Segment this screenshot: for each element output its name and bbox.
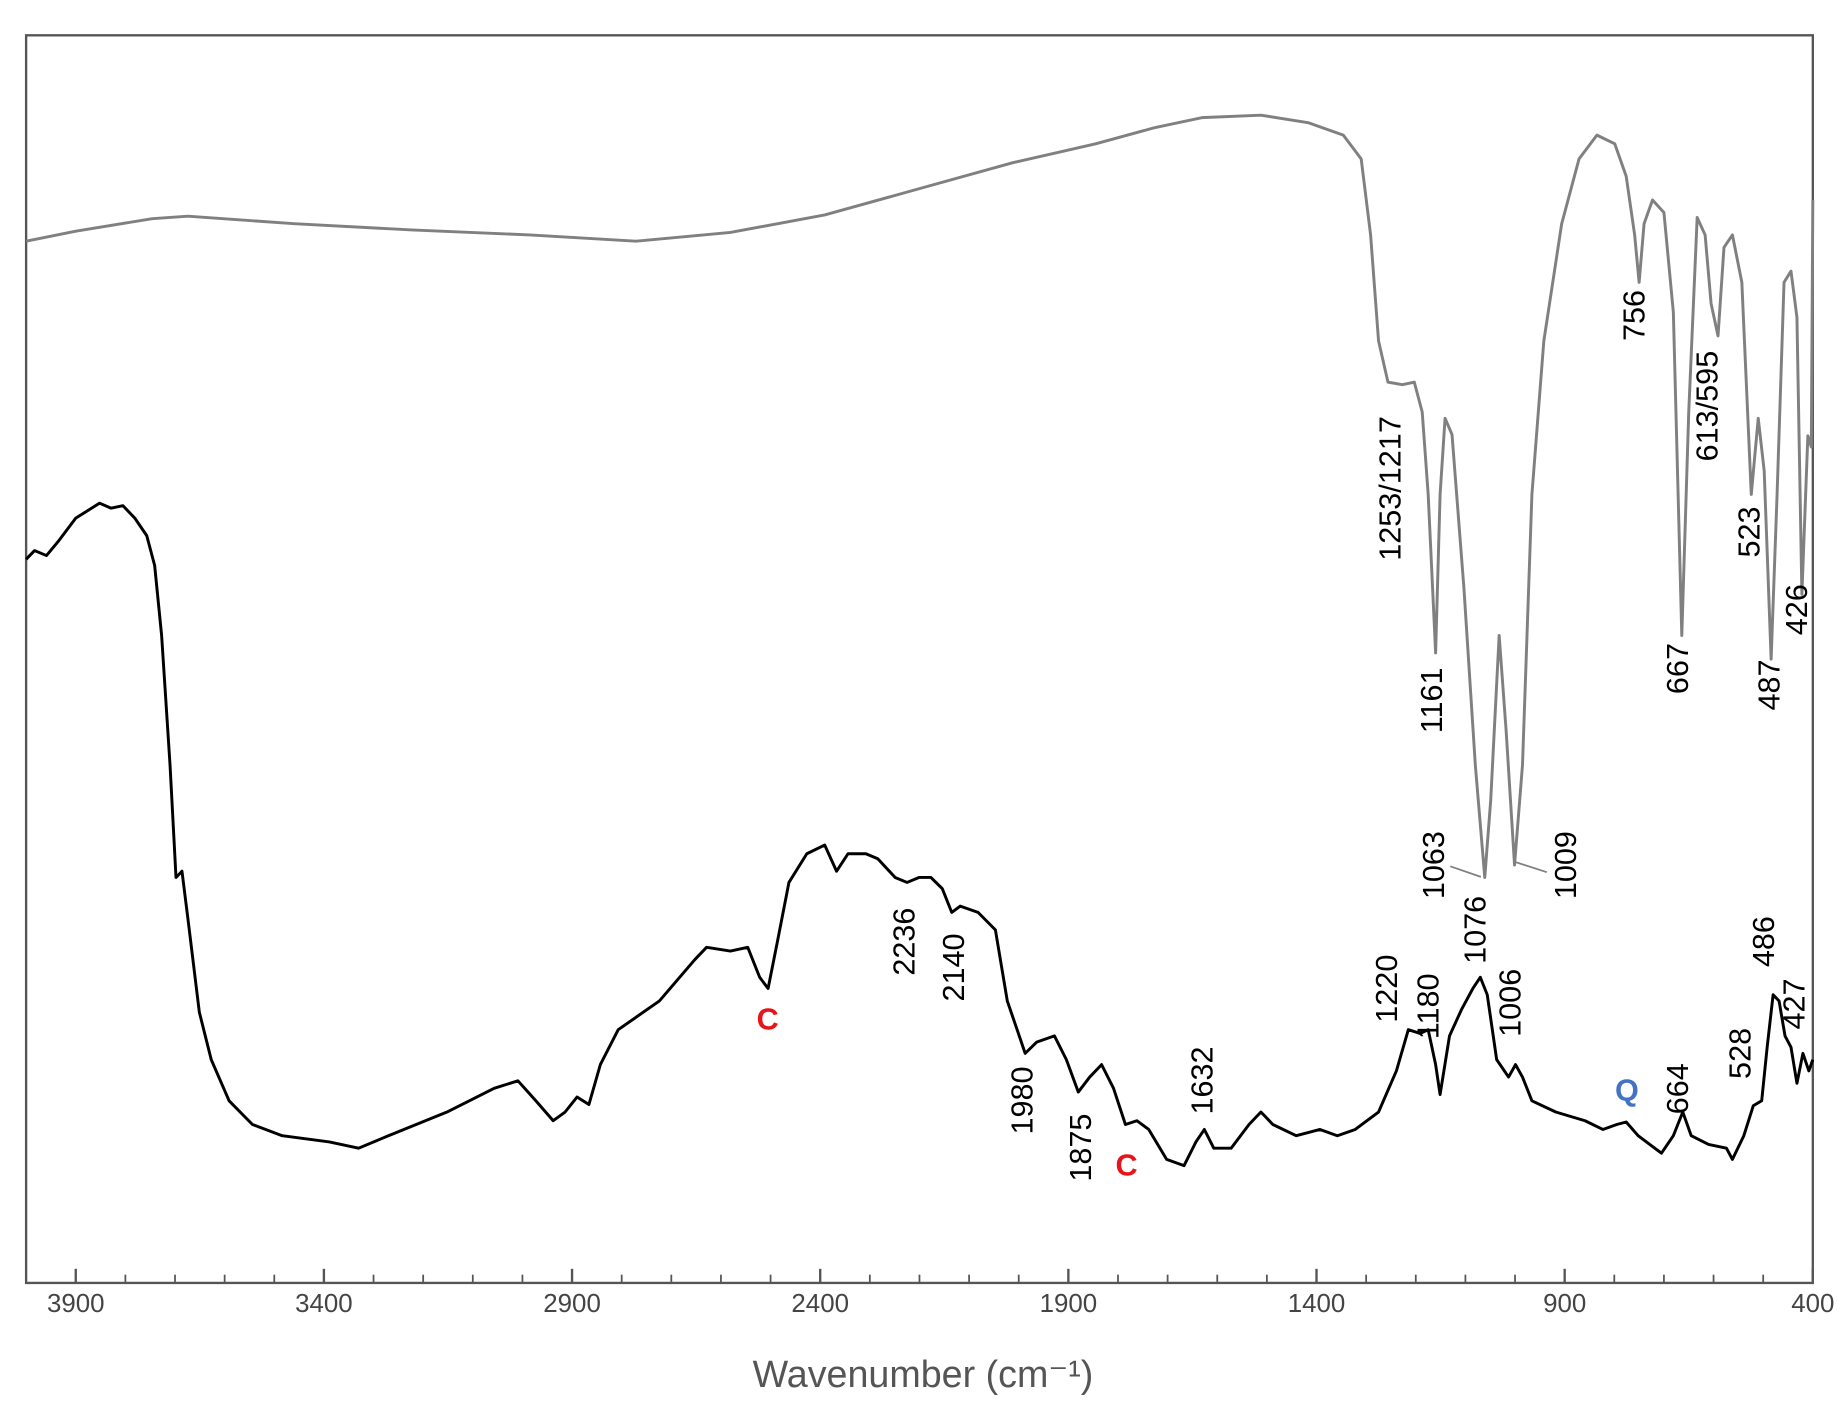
x-tick-label: 1900 [1040, 1290, 1098, 1318]
peak-label: 1006 [1494, 969, 1528, 1037]
peak-label: 1253/1217 [1374, 416, 1408, 561]
peak-label: 667 [1661, 643, 1695, 694]
leader-line [1513, 860, 1548, 874]
peak-label: 1980 [1005, 1066, 1039, 1134]
leader-line [1450, 865, 1482, 878]
peak-label: C [1116, 1149, 1138, 1183]
peak-label: 487 [1753, 659, 1787, 710]
peak-label: 1632 [1185, 1046, 1219, 1114]
x-tick-label: 3400 [295, 1290, 353, 1318]
peak-label: 1220 [1370, 955, 1404, 1023]
peak-label: 523 [1733, 506, 1767, 557]
peak-label: 1076 [1458, 896, 1492, 964]
peak-label: C [757, 1003, 779, 1037]
x-tick-label: 2900 [543, 1290, 601, 1318]
peak-label: Q [1615, 1073, 1639, 1107]
peak-label: 486 [1747, 916, 1781, 967]
x-tick-label: 900 [1543, 1290, 1586, 1318]
peak-label: 1161 [1415, 667, 1449, 733]
peak-label: 528 [1723, 1028, 1757, 1079]
peak-label: 1875 [1064, 1114, 1098, 1182]
peak-label: 613/595 [1690, 351, 1724, 462]
peak-label: 1063 [1417, 831, 1451, 899]
spectrum-line [25, 501, 1815, 1168]
x-tick-label: 3900 [47, 1290, 105, 1318]
peak-label: 756 [1617, 290, 1651, 341]
peak-label: 664 [1661, 1063, 1695, 1114]
x-axis-title: Wavenumber (cm⁻¹) [753, 1353, 1094, 1395]
peak-label: 426 [1780, 584, 1814, 635]
spectrum-line [25, 113, 1815, 879]
peak-label: 2236 [888, 908, 922, 976]
peak-label: 427 [1777, 978, 1811, 1029]
x-tick-label: 1400 [1288, 1290, 1346, 1318]
peak-label: 1180 [1411, 973, 1445, 1039]
peak-label: 1009 [1549, 831, 1583, 899]
x-tick-label: 400 [1791, 1290, 1834, 1318]
x-tick-label: 2400 [791, 1290, 849, 1318]
peak-label: 2140 [937, 933, 971, 1001]
